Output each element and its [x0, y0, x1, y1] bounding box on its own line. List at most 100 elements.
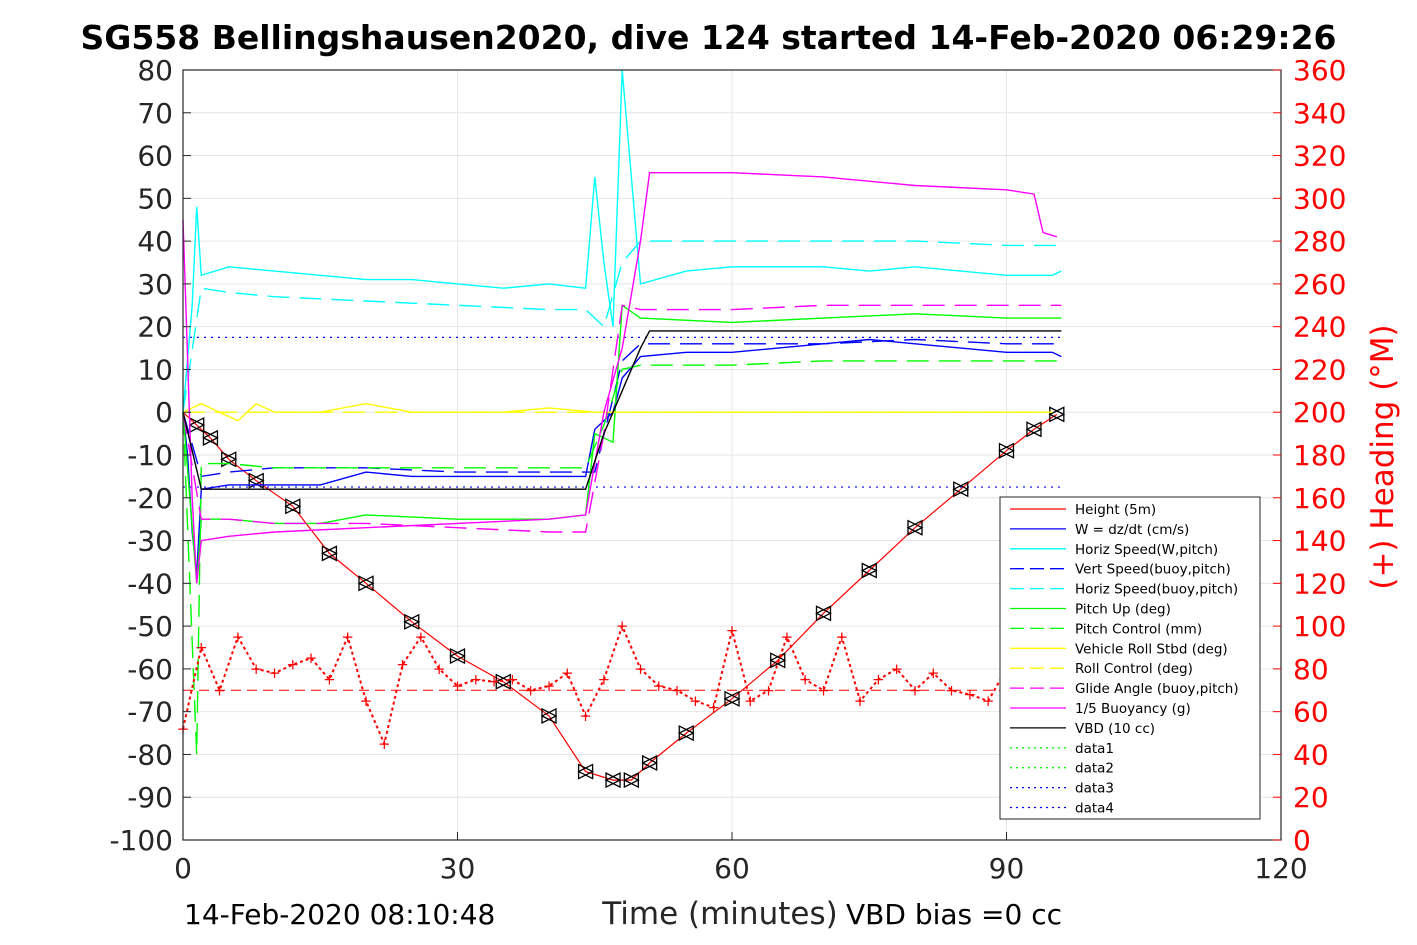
heading-point: +	[744, 692, 757, 710]
heading-point: +	[543, 677, 556, 695]
heading-point: +	[909, 681, 922, 699]
y-tick-label: 70	[137, 97, 173, 130]
height-marker	[677, 725, 695, 742]
y-tick-label: -90	[127, 781, 173, 814]
y-tick-label: -70	[127, 696, 173, 729]
y-right-tick-label: 180	[1293, 439, 1346, 472]
heading-point: +	[195, 639, 208, 657]
legend-label: data4	[1075, 801, 1114, 817]
y-tick-label: -10	[127, 439, 173, 472]
heading-point: +	[506, 671, 519, 689]
heading-point: +	[890, 660, 903, 678]
x-tick-label: 60	[714, 852, 750, 885]
y-right-tick-label: 320	[1293, 140, 1346, 173]
legend-label: Vehicle Roll Stbd (deg)	[1075, 641, 1228, 657]
heading-point: +	[579, 707, 592, 725]
height-marker	[357, 575, 375, 592]
heading-point: +	[945, 681, 958, 699]
x-tick-label: 0	[174, 852, 192, 885]
heading-point: +	[524, 681, 537, 699]
heading-point: +	[707, 698, 720, 716]
y-right-tick-label: 80	[1293, 653, 1329, 686]
height-marker	[622, 772, 640, 789]
y-tick-label: -80	[127, 738, 173, 771]
height-marker	[220, 451, 238, 468]
series-line	[182, 338, 1062, 478]
height-marker	[201, 429, 219, 446]
height-marker	[723, 690, 741, 707]
chart-title: SG558 Bellingshausen2020, dive 124 start…	[80, 18, 1337, 57]
heading-point: +	[561, 664, 574, 682]
heading-point: +	[268, 664, 281, 682]
height-marker	[1025, 421, 1043, 438]
y-tick-label: 0	[155, 396, 173, 429]
y-tick-label: -40	[127, 567, 173, 600]
y-right-axis-label: (+) Heading (°M)	[1365, 324, 1401, 589]
heading-point: +	[451, 677, 464, 695]
heading-point: +	[817, 681, 830, 699]
y-right-tick-label: 340	[1293, 97, 1346, 130]
x-axis-label: Time (minutes)	[601, 896, 837, 932]
heading-point: +	[287, 656, 300, 674]
heading-point: +	[396, 656, 409, 674]
heading-point: +	[634, 660, 647, 678]
heading-point: +	[341, 628, 354, 646]
y-tick-label: 40	[137, 225, 173, 258]
height-marker	[540, 707, 558, 724]
height-marker	[998, 442, 1015, 459]
y-tick-label: 60	[137, 140, 173, 173]
series-line	[182, 360, 1062, 755]
height-marker	[952, 481, 970, 498]
y-tick-label: 50	[137, 182, 173, 215]
heading-point: +	[378, 735, 391, 753]
heading-point: +	[232, 628, 245, 646]
heading-point: +	[470, 671, 483, 689]
legend-label: Vert Speed(buoy,pitch)	[1075, 562, 1231, 578]
series-line	[182, 171, 1058, 584]
series-line	[182, 330, 1062, 490]
legend-label: Height (5m)	[1075, 502, 1156, 518]
y-right-tick-label: 160	[1293, 482, 1346, 515]
legend-label: VBD (10 cc)	[1075, 721, 1155, 737]
heading-point: +	[433, 660, 446, 678]
heading-point: +	[305, 649, 318, 667]
y-tick-label: -30	[127, 525, 173, 558]
height-marker	[403, 613, 421, 630]
footer-timestamp: 14-Feb-2020 08:10:48	[184, 898, 496, 931]
series-line	[182, 402, 1053, 422]
heading-point: +	[836, 628, 849, 646]
y-tick-label: -20	[127, 482, 173, 515]
y-tick-label: 20	[137, 311, 173, 344]
y-right-tick-label: 300	[1293, 182, 1346, 215]
y-right-tick-label: 120	[1293, 567, 1346, 600]
footer-vbd-bias: VBD bias =0 cc	[846, 898, 1062, 931]
y-tick-label: 30	[137, 268, 173, 301]
y-right-tick-label: 220	[1293, 353, 1346, 386]
heading-point: +	[927, 664, 940, 682]
y-right-tick-label: 0	[1293, 824, 1311, 857]
legend-label: data3	[1075, 781, 1114, 797]
y-right-tick-label: 360	[1293, 54, 1346, 87]
legend-label: data1	[1075, 741, 1114, 757]
height-marker	[577, 763, 595, 780]
x-tick-label: 30	[440, 852, 476, 885]
y-right-tick-label: 20	[1293, 781, 1329, 814]
y-right-tick-label: 60	[1293, 696, 1329, 729]
heading-point: +	[213, 681, 226, 699]
y-right-tick-label: 200	[1293, 396, 1346, 429]
y-right-tick-label: 240	[1293, 311, 1346, 344]
height-marker	[449, 648, 466, 665]
height-marker	[284, 498, 302, 515]
legend-label: Horiz Speed(buoy,pitch)	[1075, 582, 1238, 598]
heading-point: +	[488, 673, 501, 691]
y-tick-label: -60	[127, 653, 173, 686]
height-marker	[247, 472, 265, 489]
heading-point: +	[598, 671, 611, 689]
legend-label: data2	[1075, 761, 1114, 777]
y-right-tick-label: 140	[1293, 525, 1346, 558]
heading-point: +	[781, 628, 794, 646]
heading-point: +	[872, 671, 885, 689]
heading-point: +	[653, 677, 666, 695]
series-line	[182, 69, 1062, 413]
